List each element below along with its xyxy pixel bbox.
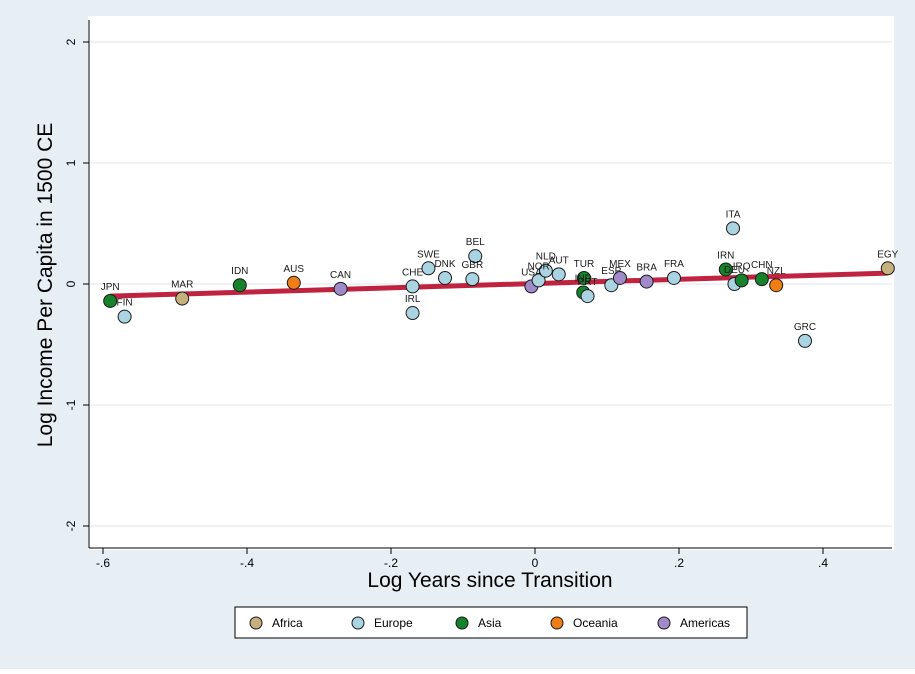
legend-label-africa: Africa — [272, 616, 303, 630]
legend-marker-oceania — [550, 616, 564, 630]
legend-label-oceania: Oceania — [573, 616, 618, 630]
point-mar — [175, 291, 190, 306]
point-label-esp: ESP — [601, 266, 621, 277]
point-label-jpn: JPN — [101, 282, 120, 293]
point-irn — [718, 262, 733, 277]
x-tick-label: .4 — [818, 556, 828, 570]
point-label-can: CAN — [330, 270, 351, 281]
point-label-irq: IRQ — [733, 261, 751, 272]
y-tick-label: -2 — [64, 520, 78, 531]
point-label-irl: IRL — [405, 294, 421, 305]
point-nld — [538, 263, 553, 278]
y-axis-title: Log Income Per Capita in 1500 CE — [34, 123, 57, 448]
point-nzl — [769, 278, 784, 293]
point-label-mar: MAR — [171, 280, 193, 291]
point-label-bra: BRA — [636, 263, 657, 274]
point-irl — [405, 306, 420, 321]
point-bel — [468, 249, 483, 264]
point-aus — [286, 275, 301, 290]
point-label-fin: FIN — [117, 298, 133, 309]
point-grc — [798, 333, 812, 348]
point-label-chn: CHN — [751, 260, 773, 271]
point-label-prt: PRT — [578, 277, 598, 288]
point-label-fra: FRA — [664, 259, 684, 270]
point-label-bel: BEL — [466, 237, 485, 248]
point-idn — [232, 278, 247, 293]
point-swe — [421, 261, 436, 276]
data-points — [103, 221, 895, 348]
point-bra — [639, 274, 654, 289]
legend: Africa Europe Asia Oceania Americas — [234, 606, 748, 639]
legend-marker-europe — [351, 616, 365, 630]
point-label-mex: MEX — [609, 259, 631, 270]
point-label-gbr: GBR — [462, 260, 484, 271]
point-chn — [754, 272, 769, 287]
point-label-irn: IRN — [717, 250, 734, 261]
x-tick-label: 0 — [532, 556, 539, 570]
point-label-deu: DEU — [724, 265, 745, 276]
point-dnk — [438, 270, 452, 285]
point-label-nzl: NZL — [767, 266, 786, 277]
legend-marker-americas — [657, 616, 671, 630]
point-fra — [666, 270, 681, 285]
y-tick-label: -1 — [64, 399, 78, 410]
point-irq — [734, 273, 749, 288]
y-tick-label: 0 — [64, 280, 78, 287]
point-tur — [576, 270, 591, 285]
point-label-aus: AUS — [284, 264, 305, 275]
x-tick-label: .2 — [674, 556, 684, 570]
point-label-swe: SWE — [417, 249, 440, 260]
y-tick-label: 2 — [64, 38, 78, 45]
point-label-che: CHE — [402, 267, 423, 278]
point-ita — [726, 221, 740, 236]
legend-marker-africa — [249, 616, 263, 630]
point-can — [333, 281, 348, 296]
point-che — [405, 279, 420, 294]
legend-label-europe: Europe — [374, 616, 413, 630]
x-tick-label: -.4 — [240, 556, 254, 570]
legend-label-americas: Americas — [680, 616, 730, 630]
point-prt — [580, 289, 595, 304]
axis-ticks: -2 -1 0 1 2 -.6 -.4 -.2 0 .2 .4 — [64, 38, 828, 570]
point-label-nor: NOR — [527, 261, 549, 272]
point-label-ita: ITA — [726, 209, 741, 220]
point-label-idn: IDN — [231, 266, 248, 277]
point-label-tur: TUR — [574, 259, 595, 270]
point-gbr — [465, 272, 480, 287]
point-label-egy: EGY — [877, 249, 898, 260]
point-fin — [117, 309, 132, 324]
point-label-nld: NLD — [536, 252, 556, 263]
legend-marker-asia — [455, 616, 469, 630]
point-label-aut: AUT — [549, 255, 569, 266]
point-label-ind: IND — [575, 273, 592, 284]
y-tick-label: 1 — [64, 159, 78, 166]
x-tick-label: -.6 — [96, 556, 110, 570]
point-label-usa: USA — [521, 267, 542, 278]
point-nor — [531, 273, 546, 288]
point-aut — [551, 267, 566, 282]
point-label-grc: GRC — [794, 322, 816, 333]
x-axis-title: Log Years since Transition — [367, 569, 612, 592]
point-egy — [880, 261, 895, 276]
x-tick-label: -.2 — [384, 556, 398, 570]
legend-label-asia: Asia — [478, 616, 502, 630]
point-jpn — [103, 293, 118, 308]
point-mex — [612, 270, 627, 285]
point-label-dnk: DNK — [434, 259, 455, 270]
